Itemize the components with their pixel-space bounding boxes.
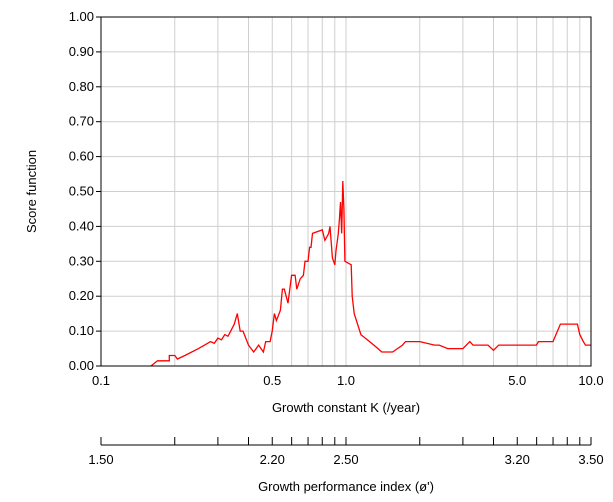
y-tick-label: 0.40 <box>69 218 94 233</box>
secondary-tick-label: 2.50 <box>333 452 358 467</box>
y-tick-label: 0.60 <box>69 149 94 164</box>
y-tick-label: 0.80 <box>69 79 94 94</box>
x-tick-label: 0.5 <box>263 373 281 388</box>
y-axis: 0.00 0.10 0.20 0.30 0.40 0.50 0.60 0.70 0.80 0.90… <box>69 9 101 373</box>
x-axis: 0.1 0.5 1.0 5.0 10.0 <box>92 373 604 388</box>
y-tick-label: 0.20 <box>69 288 94 303</box>
secondary-tick-label: 3.50 <box>578 452 603 467</box>
y-tick-label: 0.50 <box>69 184 94 199</box>
score-line <box>150 180 591 367</box>
gridlines <box>101 16 591 367</box>
y-tick-label: 0.00 <box>69 358 94 373</box>
x-tick-label: 0.1 <box>92 373 110 388</box>
x-tick-label: 10.0 <box>578 373 603 388</box>
x-axis-title: Growth constant K (/year) <box>272 400 420 415</box>
x-tick-label: 5.0 <box>508 373 526 388</box>
y-tick-label: 0.70 <box>69 114 94 129</box>
y-axis-title: Score function <box>24 150 39 233</box>
secondary-tick-label: 2.20 <box>260 452 285 467</box>
series-group <box>150 180 591 367</box>
y-tick-label: 0.30 <box>69 253 94 268</box>
y-tick-label: 0.10 <box>69 323 94 338</box>
y-tick-label: 0.90 <box>69 44 94 59</box>
y-tick-label: 1.00 <box>69 9 94 24</box>
secondary-tick-label: 3.20 <box>505 452 530 467</box>
x-tick-label: 1.0 <box>337 373 355 388</box>
secondary-axis-title: Growth performance index (ø') <box>258 479 434 494</box>
secondary-axis: 1.50 2.20 2.50 3.20 3.50 <box>88 437 604 467</box>
secondary-tick-label: 1.50 <box>88 452 113 467</box>
